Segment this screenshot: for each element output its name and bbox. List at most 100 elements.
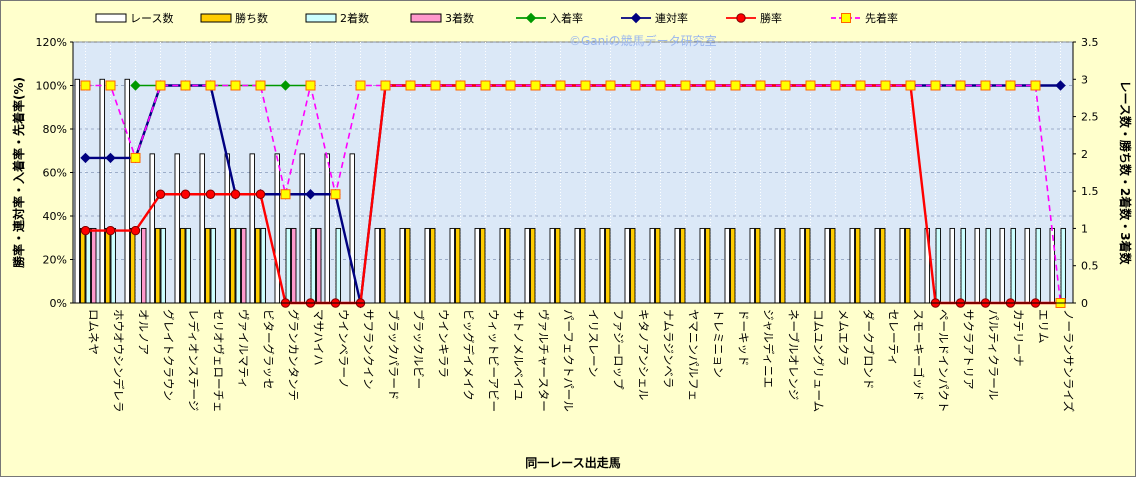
x-tick-label: キタノアンシェル	[637, 309, 651, 400]
bar-3-40	[1060, 227, 1066, 304]
x-tick-label: グランカンタンテ	[287, 309, 301, 401]
legend-marker	[630, 12, 642, 24]
bar-2-33	[880, 227, 886, 304]
legend-item-7: 勝率	[726, 11, 782, 25]
bar-1-8	[249, 153, 255, 304]
x-tick-label: コムユングリューム	[812, 309, 826, 412]
legend-swatch	[200, 13, 232, 23]
x-tick-label: ウィットビーアビー	[487, 309, 501, 412]
point-4-11	[330, 189, 341, 200]
legend-label: 3着数	[445, 11, 474, 25]
bar-1-13	[374, 227, 380, 304]
bar-2-20	[555, 227, 561, 304]
point-4-31	[830, 80, 841, 91]
point-3-8	[255, 189, 266, 199]
x-tick-label: サクラアトリア	[962, 309, 976, 390]
bar-3-2	[110, 227, 116, 304]
point-4-29	[780, 80, 791, 91]
point-2-1	[80, 152, 91, 164]
bar-3-10	[310, 227, 316, 304]
point-4-21	[580, 80, 591, 91]
bar-2-2	[105, 227, 111, 304]
legend-item-1: レース数	[95, 12, 173, 25]
legend-label: 勝率	[760, 11, 782, 25]
point-4-19	[530, 80, 541, 91]
point-4-18	[505, 80, 516, 91]
bar-1-5	[174, 153, 180, 304]
bar-2-13	[380, 227, 386, 304]
legend-label: 2着数	[340, 11, 369, 25]
x-tick-label: スモーキーゴッド	[912, 309, 926, 401]
point-4-26	[705, 80, 716, 91]
point-4-14	[405, 80, 416, 91]
bar-2-16	[455, 227, 461, 304]
legend-item-3: 2着数	[305, 11, 369, 25]
y-tick-right: 1.5	[1081, 185, 1099, 198]
bar-1-24	[649, 227, 655, 304]
bar-1-9	[274, 153, 280, 304]
bar-3-38	[1010, 227, 1016, 304]
bar-1-14	[399, 227, 405, 304]
bar-1-16	[449, 227, 455, 304]
y-tick-left: 100%	[36, 80, 67, 93]
x-tick-label: ヴァイルマティ	[237, 309, 251, 389]
point-4-20	[555, 80, 566, 91]
legend-swatch	[305, 13, 337, 23]
legend-swatch	[410, 13, 442, 23]
bar-4-1	[91, 227, 97, 304]
bar-3-39	[1035, 227, 1041, 304]
bar-1-30	[799, 227, 805, 304]
x-tick-label: ダークブロンド	[862, 309, 876, 390]
point-3-4	[155, 189, 166, 199]
bar-3-37	[985, 227, 991, 304]
point-4-7	[230, 80, 241, 91]
x-tick-label: セリオヴェローチェ	[212, 309, 226, 413]
bar-2-5	[180, 227, 186, 304]
bar-1-15	[424, 227, 430, 304]
point-4-5	[180, 80, 191, 91]
point-4-30	[805, 80, 816, 91]
bar-1-34	[899, 227, 905, 304]
x-tick-label: オルノア	[137, 309, 151, 355]
bar-4-3	[141, 227, 147, 304]
bar-1-1	[74, 78, 80, 304]
point-4-23	[630, 80, 641, 91]
x-tick-label: ロムネヤ	[87, 309, 101, 355]
y-tick-left: 0%	[50, 297, 67, 310]
legend: レース数 勝ち数 2着数 3着数 入着率 連対率 勝率 先着率	[95, 11, 898, 25]
legend-item-2: 勝ち数	[200, 11, 268, 25]
bar-3-1	[85, 227, 91, 304]
bar-1-33	[874, 227, 880, 304]
bar-1-19	[524, 227, 530, 304]
bar-2-14	[405, 227, 411, 304]
bar-3-8	[260, 227, 266, 304]
bar-1-17	[474, 227, 480, 304]
legend-label: 勝ち数	[235, 11, 268, 25]
y-tick-right: 3.5	[1081, 36, 1099, 49]
x-tick-label: ビッグデイメイク	[462, 309, 476, 401]
bar-1-3	[124, 78, 130, 304]
point-4-10	[305, 80, 316, 91]
bar-1-7	[224, 153, 230, 304]
legend-item-8: 先着率	[831, 11, 898, 25]
point-4-36	[955, 80, 966, 91]
y-tick-right: 0.5	[1081, 260, 1099, 273]
x-tick-label: ホウオウシンデレラ	[112, 309, 126, 413]
bar-2-28	[755, 227, 761, 304]
point-4-12	[355, 80, 366, 91]
point-4-32	[855, 80, 866, 91]
bar-1-39	[1024, 227, 1030, 304]
point-4-37	[980, 80, 991, 91]
bar-2-17	[480, 227, 486, 304]
bar-3-36	[960, 227, 966, 304]
y-tick-right: 2.5	[1081, 111, 1099, 124]
x-tick-label: パーフェクトパール	[562, 309, 576, 412]
bar-1-38	[999, 227, 1005, 304]
point-4-15	[430, 80, 441, 91]
bar-1-26	[699, 227, 705, 304]
bar-2-26	[705, 227, 711, 304]
bar-1-25	[674, 227, 680, 304]
bar-2-15	[430, 227, 436, 304]
legend-item-5: 入着率	[516, 11, 583, 25]
bar-1-22	[599, 227, 605, 304]
